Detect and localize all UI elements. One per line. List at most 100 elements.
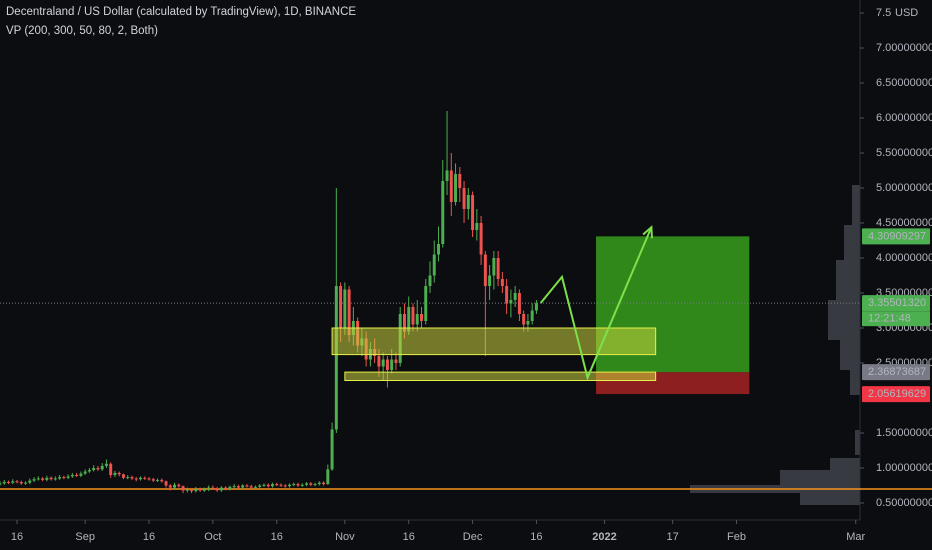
candle-body <box>164 481 168 486</box>
candle-body <box>449 170 453 203</box>
x-tick-label: 16 <box>271 531 283 543</box>
candle-body <box>28 480 32 483</box>
candle-body <box>92 467 96 471</box>
price-label-bg <box>862 386 930 403</box>
candle-body <box>32 479 36 481</box>
candle-body <box>309 483 313 485</box>
candle-body <box>117 472 121 475</box>
y-tick-label: 1.50000000 <box>876 427 932 439</box>
price-label: 4.30909297 <box>868 230 926 242</box>
candle-body <box>70 474 74 477</box>
y-tick-label: 1.00000000 <box>876 462 932 474</box>
candle-body <box>496 258 500 280</box>
candle-body <box>113 472 117 475</box>
candle-body <box>305 483 309 485</box>
candle-body <box>24 482 28 484</box>
x-tick-label: Oct <box>204 531 221 543</box>
candle-body <box>322 482 326 485</box>
candle-body <box>87 470 91 472</box>
candle-body <box>394 359 398 363</box>
candle-body <box>347 289 351 336</box>
unit-label: USD <box>895 7 918 19</box>
candle-body <box>292 484 296 486</box>
candle-body <box>207 487 211 490</box>
candle-body <box>36 478 40 480</box>
candle-body <box>296 484 300 486</box>
y-tick-label: 5.00000000 <box>876 182 932 194</box>
candle-body <box>104 463 108 466</box>
candle-body <box>492 258 496 276</box>
candle-body <box>330 429 334 470</box>
candle-body <box>270 484 274 487</box>
candle-body <box>100 465 104 470</box>
candle-body <box>219 487 223 491</box>
candle-body <box>317 482 321 485</box>
candle-body <box>339 286 343 329</box>
candle-body <box>173 484 177 488</box>
candle-body <box>11 481 15 483</box>
candle-body <box>428 275 432 287</box>
candle-body <box>343 289 347 329</box>
x-tick-label: Feb <box>727 531 746 543</box>
candle-body <box>534 303 538 311</box>
candle-body <box>454 174 458 203</box>
chart-title: Decentraland / US Dollar (calculated by … <box>6 6 357 18</box>
candle-body <box>313 484 317 486</box>
y-tick-label: 7.5 <box>876 7 891 19</box>
candle-body <box>19 481 23 484</box>
price-label: 3.35501320 <box>868 297 926 309</box>
candle-body <box>0 483 2 485</box>
candle-body <box>109 463 113 475</box>
candle-body <box>500 279 504 287</box>
candle-body <box>194 488 198 492</box>
candle-body <box>211 487 215 489</box>
candle-body <box>253 486 257 488</box>
candle-body <box>75 474 79 476</box>
candle-body <box>262 484 266 486</box>
candle-body <box>445 170 449 182</box>
support-zone <box>344 371 657 381</box>
projection-path <box>539 226 653 381</box>
candle-body <box>513 293 517 301</box>
price-label: 2.36873687 <box>868 366 926 378</box>
candle-body <box>53 478 57 480</box>
x-tick-label: Nov <box>335 531 355 543</box>
y-tick-label: 4.50000000 <box>876 217 932 229</box>
candle-body <box>151 479 155 481</box>
candle-body <box>185 489 189 491</box>
candle-body <box>190 489 194 492</box>
candle-body <box>143 477 147 479</box>
candle-body <box>130 477 134 479</box>
candle-body <box>2 481 6 484</box>
x-tick-label: 16 <box>530 531 542 543</box>
candle-body <box>139 477 142 480</box>
candle-body <box>62 477 66 479</box>
y-tick-label: 7.00000000 <box>876 42 932 54</box>
candle-body <box>249 486 253 488</box>
candle-body <box>432 254 436 276</box>
x-tick-label: 17 <box>667 531 679 543</box>
support-zone <box>331 327 657 356</box>
candle-body <box>479 223 483 255</box>
candle-body <box>402 314 406 332</box>
y-tick-label: 6.00000000 <box>876 112 932 124</box>
candle-body <box>326 469 330 485</box>
price-label: 2.05619629 <box>868 388 926 400</box>
candle-body <box>83 471 87 474</box>
price-label-bg <box>862 364 930 381</box>
candle-body <box>390 359 394 370</box>
candle-body <box>466 195 470 210</box>
candle-body <box>134 478 138 480</box>
candle-body <box>279 484 283 486</box>
candle-body <box>45 477 49 480</box>
x-tick-label: Dec <box>463 531 483 543</box>
candle-body <box>202 489 206 491</box>
candle-body <box>121 474 125 478</box>
y-tick-label: 6.50000000 <box>876 77 932 89</box>
y-tick-label: 5.50000000 <box>876 147 932 159</box>
candle-body <box>49 477 53 480</box>
candle-body <box>228 486 232 489</box>
candle-body <box>41 478 45 480</box>
